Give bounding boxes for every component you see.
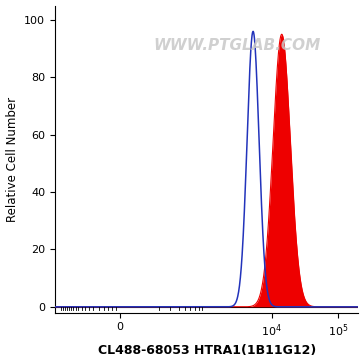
Y-axis label: Relative Cell Number: Relative Cell Number [5, 97, 19, 222]
X-axis label: CL488-68053 HTRA1(1B11G12): CL488-68053 HTRA1(1B11G12) [98, 344, 316, 358]
Text: WWW.PTGLAB.COM: WWW.PTGLAB.COM [153, 38, 321, 53]
